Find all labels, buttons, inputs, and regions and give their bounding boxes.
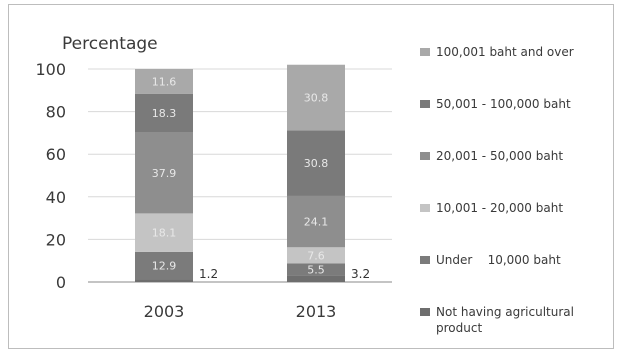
legend-label: Under 10,000 baht — [436, 253, 561, 267]
legend-item: Under 10,000 baht — [420, 252, 606, 268]
data-label: 30.8 — [304, 92, 329, 105]
bar-segment — [135, 213, 193, 252]
bar-segment — [287, 195, 345, 248]
legend-item: 50,001 - 100,000 baht — [420, 96, 606, 112]
bar-segment — [135, 132, 193, 214]
data-label: 1.2 — [199, 267, 218, 281]
y-tick-label: 0 — [56, 273, 66, 292]
data-label: 24.1 — [304, 216, 329, 229]
bar-segment — [135, 251, 193, 280]
y-axis-label: Percentage — [62, 34, 158, 54]
legend-item: 100,001 baht and over — [420, 44, 606, 60]
y-tick-label: 80 — [46, 103, 66, 122]
data-label: 3.2 — [351, 267, 370, 281]
legend-label: Not having agricultural product — [436, 305, 578, 335]
data-label: 18.1 — [152, 227, 177, 240]
legend-swatch — [420, 204, 430, 212]
bar-segment — [287, 275, 345, 282]
y-tick-label: 40 — [46, 188, 66, 207]
legend-swatch — [420, 100, 430, 108]
bar-segment — [287, 247, 345, 264]
x-tick-label: 2013 — [296, 302, 337, 321]
bar-segment — [135, 93, 193, 133]
legend-item: 20,001 - 50,000 baht — [420, 148, 606, 164]
data-label: 37.9 — [152, 167, 177, 180]
legend-label: 20,001 - 50,000 baht — [436, 149, 564, 163]
legend-label: 50,001 - 100,000 baht — [436, 97, 571, 111]
bar-segment — [287, 64, 345, 131]
data-label: 18.3 — [152, 107, 177, 120]
data-label: 30.8 — [304, 157, 329, 170]
legend-label: 100,001 baht and over — [436, 45, 574, 59]
bar-segment — [135, 279, 193, 282]
legend-label: 10,001 - 20,000 baht — [436, 201, 564, 215]
data-label: 12.9 — [152, 260, 177, 273]
legend-swatch — [420, 152, 430, 160]
data-label: 5.5 — [307, 263, 325, 276]
y-tick-label: 60 — [46, 145, 66, 164]
y-tick-label: 100 — [35, 60, 66, 79]
bar-segment — [135, 69, 193, 94]
bar-segment — [287, 130, 345, 196]
y-tick-label: 20 — [46, 230, 66, 249]
legend-item: 10,001 - 20,000 baht — [420, 200, 606, 216]
legend-item: Not having agricultural product — [420, 304, 606, 336]
data-label: 7.6 — [307, 249, 325, 262]
legend-swatch — [420, 308, 430, 316]
bar-segment — [287, 263, 345, 276]
legend-swatch — [420, 256, 430, 264]
x-tick-label: 2003 — [144, 302, 185, 321]
legend-swatch — [420, 48, 430, 56]
data-label: 11.6 — [152, 75, 177, 88]
